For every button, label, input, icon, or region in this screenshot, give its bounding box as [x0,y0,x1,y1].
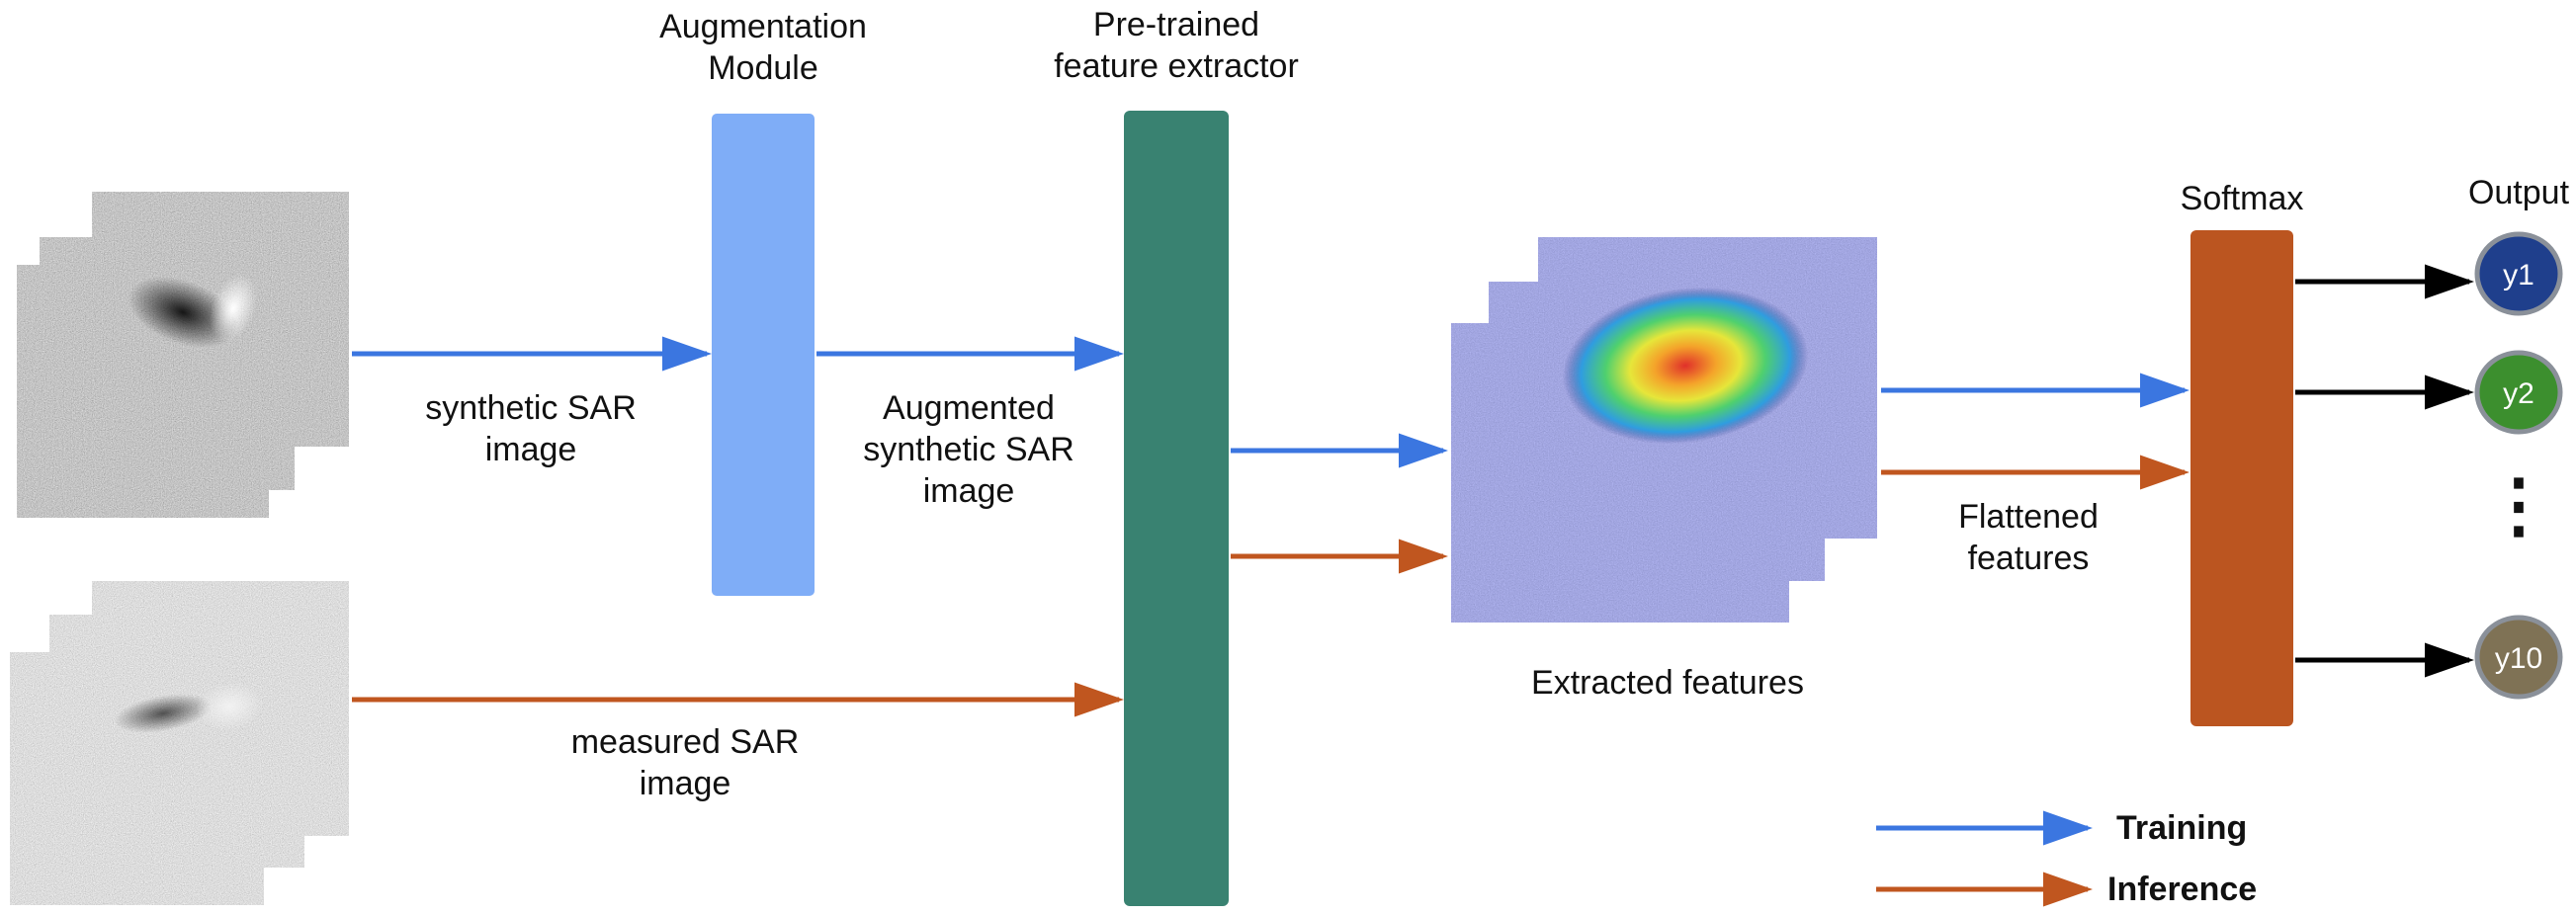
synthetic-sar-image-stack [14,189,352,521]
extracted-features-stack [1448,234,1880,625]
output-arrows [2295,264,2474,678]
extracted-features-label: Extracted features [1531,664,1804,702]
feature-extractor-block [1124,111,1229,906]
output-ellipsis: ⋮ [2483,466,2554,545]
inference-arrows [352,455,2190,907]
legend-inference-label: Inference [2107,871,2258,908]
output-node-y10: y10 [2474,615,2563,700]
legend-training-label: Training [2116,809,2248,847]
flattened-features-label: Flattened features [1958,498,2099,577]
softmax-label: Softmax [2180,180,2304,217]
output-node-label: y10 [2495,642,2542,675]
output-node-label: y1 [2503,259,2534,291]
feature-extractor-label: Pre-trained feature extractor [1054,6,1299,85]
output-node-y2: y2 [2474,350,2563,435]
output-node-y1: y1 [2474,231,2563,316]
measured-sar-image-stack [7,578,352,908]
synthetic-sar-image-label: synthetic SAR image [425,389,637,468]
softmax-block [2190,230,2293,726]
output-label: Output [2467,174,2570,211]
training-arrows [352,336,2190,846]
augmented-synthetic-sar-image-label: Augmented synthetic SAR image [863,389,1074,510]
augmentation-module-block [712,114,815,596]
output-node-label: y2 [2503,377,2534,410]
augmentation-module-label: Augmentation Module [659,8,867,87]
feature-heatmap [1562,287,1809,445]
measured-sar-image-label: measured SAR image [570,723,800,802]
